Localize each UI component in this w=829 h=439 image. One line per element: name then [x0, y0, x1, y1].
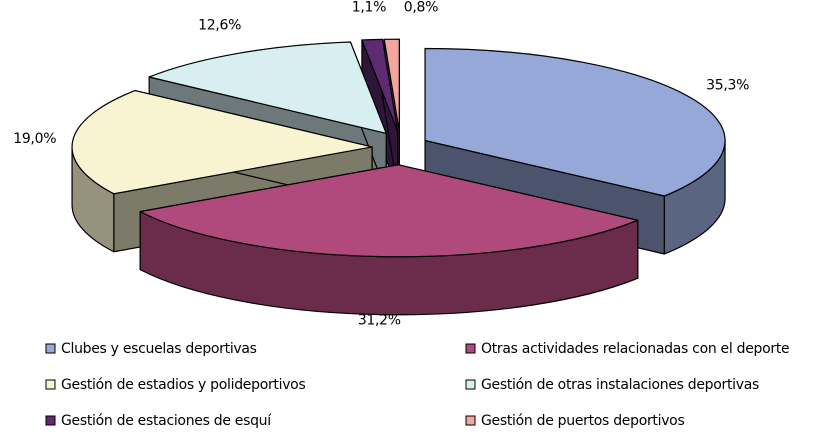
data-label: 31,2% — [358, 312, 401, 328]
slice-top — [361, 38, 399, 132]
legend-label: Gestión de estaciones de esquí — [61, 413, 272, 429]
legend-swatch — [45, 379, 56, 390]
slice — [361, 38, 399, 190]
legend-label: Gestión de puertos deportivos — [481, 413, 684, 429]
slice-top — [148, 41, 387, 134]
legend-swatch — [45, 343, 56, 354]
slice-top — [71, 89, 373, 195]
slice-top — [424, 47, 726, 197]
legend-label: Gestión de otras instalaciones deportiva… — [481, 377, 759, 393]
legend-swatch — [465, 415, 476, 426]
legend-label: Clubes y escuelas deportivas — [61, 341, 257, 357]
data-label: 1,1% — [352, 0, 386, 16]
slice-top — [139, 164, 639, 258]
legend-label: Gestión de estadios y polideportivos — [61, 377, 305, 393]
legend-swatch — [465, 343, 476, 354]
data-label: 12,6% — [198, 17, 241, 33]
slice — [139, 164, 639, 316]
legend-label: Otras actividades relacionadas con el de… — [481, 341, 789, 357]
data-label: 35,3% — [706, 77, 749, 93]
legend-swatch — [45, 415, 56, 426]
slice-top — [383, 38, 400, 132]
legend-swatch — [465, 379, 476, 390]
data-label: 19,0% — [13, 131, 56, 147]
data-label: 0,8% — [404, 0, 438, 15]
